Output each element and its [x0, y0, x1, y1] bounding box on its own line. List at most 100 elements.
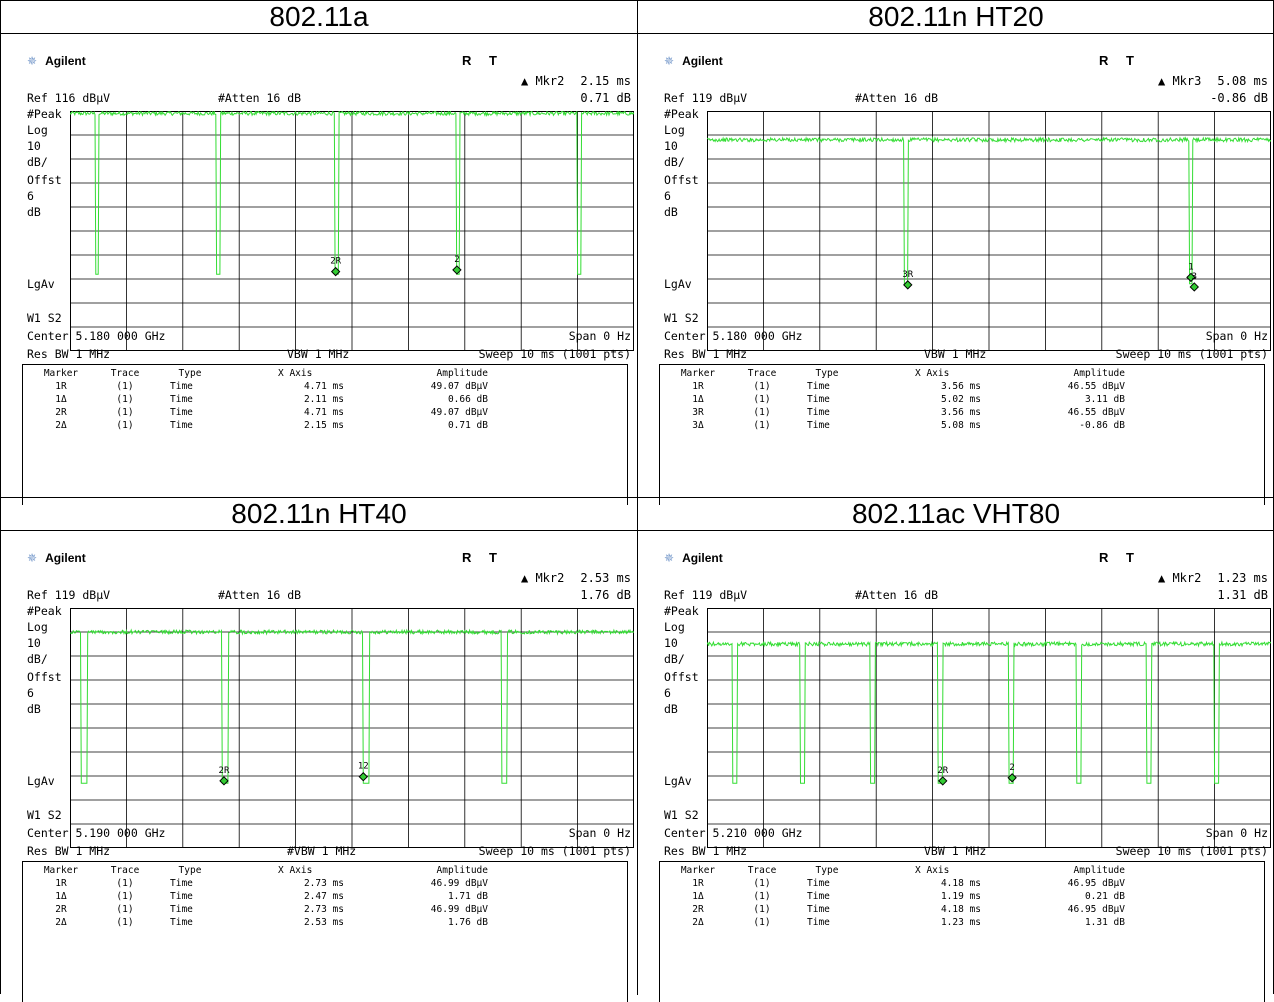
- brand-name: Agilent: [682, 551, 723, 565]
- attenuation: #Atten 16 dB: [855, 92, 938, 105]
- marker-diamond: [939, 777, 947, 785]
- left-label-db: dB: [664, 703, 678, 716]
- left-label-ten: 10: [27, 637, 41, 650]
- brand-logo: ✵ Agilent: [664, 551, 723, 565]
- left-label-six: 6: [27, 687, 34, 700]
- marker-label: 2: [454, 255, 459, 265]
- table-cell: 1Δ: [39, 393, 83, 406]
- table-cell: (1): [103, 406, 147, 419]
- table-cell: 46.55 dBμV: [1045, 380, 1125, 393]
- left-label-w1s2: W1 S2: [664, 312, 699, 325]
- table-cell: 2.11 ms: [278, 393, 344, 406]
- panel-0: 802.11a ✵ Agilent R T ▲ Mkr2 2.15 ms 0.71 dB Re…: [1, 1, 638, 498]
- table-header: Marker: [676, 864, 720, 877]
- rt-indicator: R T: [1099, 550, 1134, 565]
- table-cell: Time: [807, 890, 847, 903]
- table-cell: Time: [807, 393, 847, 406]
- table-cell: (1): [103, 419, 147, 432]
- left-label-offst: Offst: [27, 174, 62, 187]
- left-label-peak: #Peak: [664, 108, 699, 121]
- table-header: X Axis: [278, 367, 344, 380]
- spectrum-plot: 2R 2: [707, 608, 1271, 848]
- spectrum-plot-svg: 3R13: [707, 111, 1271, 351]
- left-label-db: dB: [664, 206, 678, 219]
- left-label-offst: Offst: [664, 174, 699, 187]
- table-cell: 4.71 ms: [278, 406, 344, 419]
- table-cell: 1.76 dB: [408, 916, 488, 929]
- left-label-dbdiv: dB/: [27, 156, 48, 169]
- left-label-log: Log: [27, 124, 48, 137]
- panel-title: 802.11a: [1, 1, 637, 34]
- table-header: Type: [807, 367, 847, 380]
- panel-2: 802.11n HT40 ✵ Agilent R T ▲ Mkr2 2.53 ms 1.76…: [1, 498, 638, 995]
- left-label-six: 6: [664, 190, 671, 203]
- table-cell: Time: [170, 903, 210, 916]
- table-cell: 5.02 ms: [915, 393, 981, 406]
- brand-star-icon: ✵: [664, 54, 674, 68]
- left-label-ten: 10: [27, 140, 41, 153]
- table-cell: Time: [170, 406, 210, 419]
- table-header: Marker: [39, 864, 83, 877]
- left-label-six: 6: [664, 687, 671, 700]
- table-header: Marker: [39, 367, 83, 380]
- left-label-w1s2: W1 S2: [664, 809, 699, 822]
- table-cell: 2.15 ms: [278, 419, 344, 432]
- marker-label: 2R: [937, 766, 948, 776]
- table-header: Amplitude: [1045, 864, 1125, 877]
- table-cell: 2.73 ms: [278, 903, 344, 916]
- rt-indicator: R T: [462, 550, 497, 565]
- marker-label: 2R: [330, 257, 341, 267]
- table-cell: (1): [103, 393, 147, 406]
- left-label-six: 6: [27, 190, 34, 203]
- table-cell: Time: [807, 380, 847, 393]
- table-cell: (1): [740, 406, 784, 419]
- brand-logo: ✵ Agilent: [27, 551, 86, 565]
- table-cell: Time: [807, 916, 847, 929]
- marker-readout-label: ▲ Mkr2: [521, 572, 564, 585]
- marker-label: 2: [1009, 763, 1014, 773]
- marker-table: Marker Trace Type X Axis Amplitude 1R (1) Time 2…: [22, 861, 628, 1002]
- marker-label: 12: [358, 762, 369, 772]
- table-cell: 1R: [39, 877, 83, 890]
- table-cell: 1.23 ms: [915, 916, 981, 929]
- table-cell: 1.19 ms: [915, 890, 981, 903]
- table-cell: 49.07 dBμV: [408, 380, 488, 393]
- attenuation: #Atten 16 dB: [218, 589, 301, 602]
- left-label-log: Log: [664, 621, 685, 634]
- table-header: Amplitude: [1045, 367, 1125, 380]
- spectrum-plot-svg: 2R 2: [707, 608, 1271, 848]
- marker-readout-label: ▲ Mkr2: [521, 75, 564, 88]
- table-cell: 3.56 ms: [915, 380, 981, 393]
- table-cell: 3.56 ms: [915, 406, 981, 419]
- table-cell: 1Δ: [676, 890, 720, 903]
- marker-readout-label: ▲ Mkr2: [1158, 572, 1201, 585]
- table-cell: 1Δ: [39, 890, 83, 903]
- left-label-dbdiv: dB/: [664, 653, 685, 666]
- panel-1: 802.11n HT20 ✵ Agilent R T ▲ Mkr3 5.08 ms -0.8…: [638, 1, 1274, 498]
- table-cell: (1): [103, 916, 147, 929]
- left-label-offst: Offst: [664, 671, 699, 684]
- left-label-lgav: LgAv: [664, 775, 692, 788]
- table-header: Marker: [676, 367, 720, 380]
- left-label-dbdiv: dB/: [27, 653, 48, 666]
- ref-level: Ref 119 dBμV: [664, 92, 747, 105]
- table-cell: (1): [740, 380, 784, 393]
- marker-label: 3: [1192, 272, 1197, 282]
- table-cell: Time: [170, 419, 210, 432]
- brand-name: Agilent: [45, 551, 86, 565]
- table-cell: 3.11 dB: [1045, 393, 1125, 406]
- marker-table: Marker Trace Type X Axis Amplitude 1R (1) Time 4…: [659, 861, 1265, 1002]
- table-cell: 2Δ: [676, 916, 720, 929]
- table-header: Amplitude: [408, 367, 488, 380]
- table-header: X Axis: [915, 367, 981, 380]
- left-label-w1s2: W1 S2: [27, 809, 62, 822]
- table-cell: Time: [170, 380, 210, 393]
- table-cell: (1): [740, 419, 784, 432]
- table-cell: Time: [807, 406, 847, 419]
- marker-readout-time: 5.08 ms: [1204, 75, 1268, 88]
- table-cell: (1): [740, 890, 784, 903]
- left-label-w1s2: W1 S2: [27, 312, 62, 325]
- table-cell: (1): [103, 877, 147, 890]
- ref-level: Ref 116 dBμV: [27, 92, 110, 105]
- table-header: Type: [807, 864, 847, 877]
